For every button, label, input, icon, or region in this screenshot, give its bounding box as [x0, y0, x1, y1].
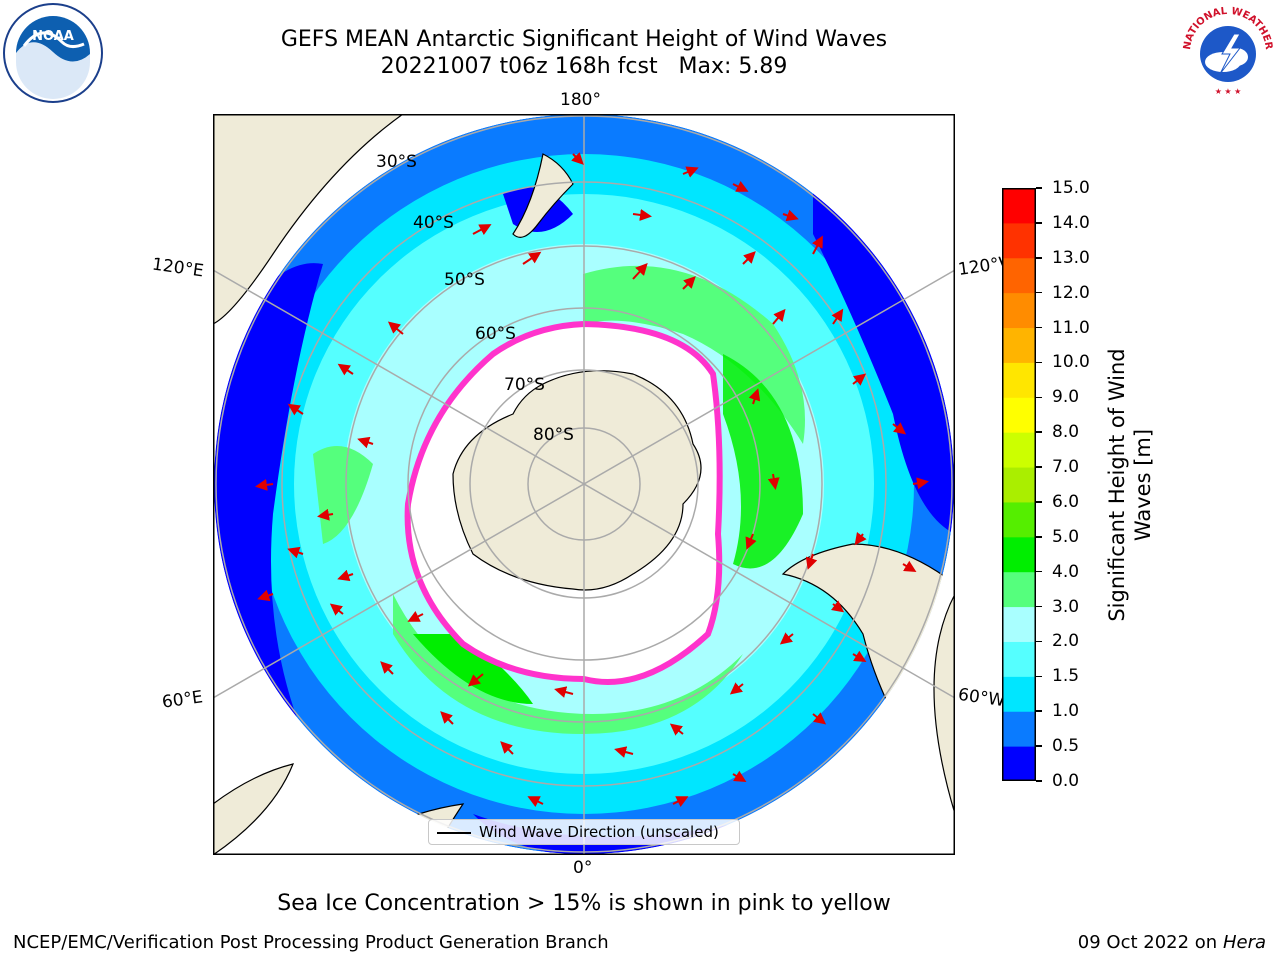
colorbar-tick-label: 10.0 [1052, 352, 1090, 373]
low-wave-region-east [813, 174, 954, 534]
lon-label-60e: 60°E [160, 687, 205, 713]
colorbar-tick-label: 9.0 [1052, 387, 1080, 408]
antarctic-map [213, 114, 955, 855]
legend-line-icon [437, 832, 471, 834]
colorbar-segment [1002, 292, 1036, 329]
colorbar-tick-mark [1036, 396, 1042, 399]
colorbar-tick-mark [1036, 291, 1042, 294]
chart-subtitle: 20221007 t06z 168h fcst Max: 5.89 [380, 54, 788, 79]
colorbar-tick-mark [1036, 187, 1042, 189]
colorbar-title: Significant Height of Wind Waves [m] [1105, 348, 1155, 622]
lat-label-40s: 40°S [413, 213, 454, 233]
colorbar-segment [1002, 536, 1036, 573]
colorbar-tick-label: 13.0 [1052, 247, 1090, 268]
colorbar-tick-mark [1036, 780, 1042, 782]
colorbar-tick-mark [1036, 605, 1042, 608]
colorbar-tick-mark [1036, 466, 1042, 468]
colorbar-segment [1002, 327, 1036, 363]
footer-host: Hera [1222, 932, 1266, 953]
colorbar-tick-label: 0.5 [1052, 736, 1080, 757]
lon-label-120e: 120°E [150, 254, 205, 282]
colorbar-segment [1002, 571, 1036, 608]
colorbar-tick-label: 14.0 [1052, 212, 1090, 233]
colorbar-tick-mark [1036, 675, 1042, 678]
svg-text:★ ★ ★: ★ ★ ★ [1215, 87, 1242, 96]
colorbar-tick-mark [1036, 745, 1042, 747]
graticule [213, 114, 955, 855]
colorbar-tick-label: 1.0 [1052, 701, 1080, 722]
lat-label-50s: 50°S [444, 270, 485, 290]
colorbar-segment [1002, 467, 1036, 503]
colorbar-tick-mark [1036, 640, 1042, 643]
legend-label: Wind Wave Direction (unscaled) [479, 823, 719, 841]
lat-label-70s: 70°S [504, 375, 545, 395]
lon-label-0: 0° [573, 858, 593, 878]
high-wave-region-southwest [413, 634, 533, 704]
colorbar-tick-mark [1036, 710, 1042, 712]
footer-date: 09 Oct 2022 on [1077, 932, 1223, 953]
colorbar-segment [1002, 257, 1036, 294]
map-legend: Wind Wave Direction (unscaled) [428, 819, 740, 845]
lon-label-180: 180° [560, 90, 601, 110]
colorbar-tick-label: 15.0 [1052, 178, 1090, 198]
colorbar-tick-label: 8.0 [1052, 422, 1080, 443]
footer-right: 09 Oct 2022 on Hera [1078, 932, 1266, 954]
colorbar-tick-label: 11.0 [1052, 317, 1090, 338]
colorbar-tick-mark [1036, 570, 1042, 573]
colorbar-tick-mark [1036, 361, 1042, 364]
colorbar-tick-mark [1036, 257, 1042, 259]
colorbar-segment [1002, 362, 1036, 398]
colorbar-segment [1002, 641, 1036, 677]
colorbar-segment [1002, 222, 1036, 259]
colorbar-segment [1002, 432, 1036, 468]
nws-logo-icon: NATIONAL WEATHER SERVICE ★ ★ ★ [1178, 2, 1276, 100]
colorbar-tick-label: 3.0 [1052, 596, 1080, 617]
colorbar-segment [1002, 676, 1036, 712]
colorbar-segment [1002, 397, 1036, 433]
colorbar-segment [1002, 188, 1036, 224]
colorbar-segment [1002, 711, 1036, 747]
colorbar [1002, 188, 1036, 781]
lat-label-30s: 30°S [376, 152, 417, 172]
sea-ice-note: Sea Ice Concentration > 15% is shown in … [277, 891, 891, 916]
colorbar-tick-label: 12.0 [1052, 282, 1090, 303]
wind-wave-arrows [255, 152, 929, 807]
footer-left: NCEP/EMC/Verification Post Processing Pr… [13, 932, 609, 953]
colorbar-tick-label: 4.0 [1052, 561, 1080, 582]
noaa-logo-text: NOAA [32, 29, 74, 44]
high-wave-region-north [583, 265, 805, 444]
colorbar-tick-label: 2.0 [1052, 631, 1080, 652]
colorbar-tick-label: 7.0 [1052, 457, 1080, 478]
colorbar-tick-mark [1036, 536, 1042, 538]
colorbar-segment [1002, 746, 1036, 781]
colorbar-segment [1002, 501, 1036, 538]
colorbar-tick-mark [1036, 222, 1042, 224]
colorbar-tick-mark [1036, 431, 1042, 433]
lat-label-80s: 80°S [533, 425, 574, 445]
colorbar-tick-label: 0.0 [1052, 771, 1080, 791]
lon-label-60w: 60°W [956, 684, 1007, 712]
landmass-new-zealand [512, 153, 574, 238]
colorbar-tick-mark [1036, 326, 1042, 329]
lat-label-60s: 60°S [475, 324, 516, 344]
chart-title: GEFS MEAN Antarctic Significant Height o… [280, 27, 888, 52]
colorbar-tick-label: 1.5 [1052, 666, 1080, 687]
colorbar-tick-label: 6.0 [1052, 491, 1080, 512]
colorbar-tick-mark [1036, 501, 1042, 503]
colorbar-segment [1002, 606, 1036, 642]
noaa-logo-icon: NOAA [3, 3, 103, 103]
colorbar-tick-label: 5.0 [1052, 526, 1080, 547]
